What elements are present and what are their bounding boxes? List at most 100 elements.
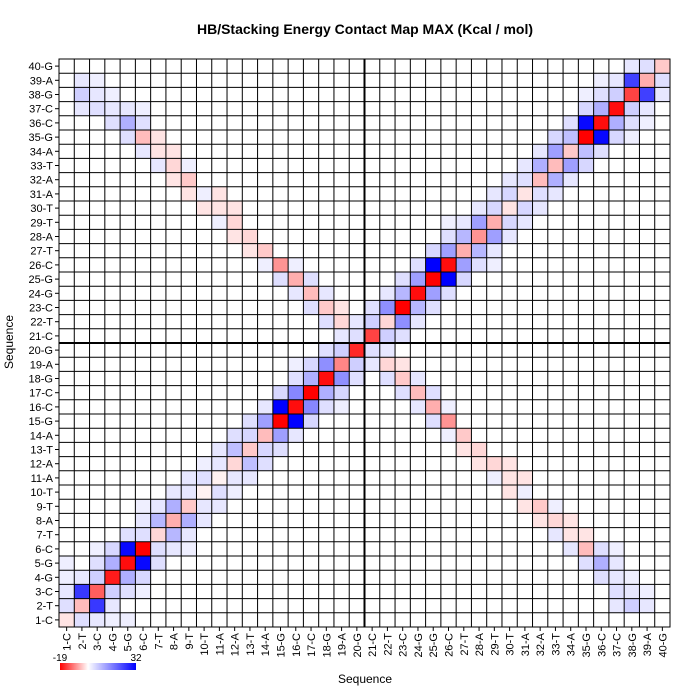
heatmap-cell bbox=[517, 470, 533, 485]
heatmap-cell bbox=[181, 172, 197, 187]
heatmap-cell bbox=[120, 541, 136, 556]
heatmap-cell bbox=[196, 513, 212, 528]
heatmap-cell bbox=[303, 286, 319, 301]
y-tick-label: 13-T bbox=[30, 445, 53, 457]
heatmap-cell bbox=[608, 598, 625, 613]
heatmap-cell bbox=[578, 158, 594, 173]
y-tick-label: 39-A bbox=[30, 75, 54, 87]
heatmap-cell bbox=[410, 300, 426, 315]
heatmap-cell bbox=[624, 115, 640, 130]
heatmap-cell bbox=[59, 584, 75, 599]
heatmap-cell bbox=[440, 243, 457, 258]
heatmap-cell bbox=[196, 499, 212, 514]
heatmap-cell bbox=[624, 59, 640, 74]
heatmap-cell bbox=[120, 612, 136, 627]
heatmap-cell bbox=[608, 130, 625, 145]
heatmap-cell bbox=[440, 414, 457, 429]
heatmap-cell bbox=[578, 101, 594, 116]
heatmap-cell bbox=[227, 485, 243, 500]
heatmap-cell bbox=[379, 357, 396, 372]
heatmap-cell bbox=[654, 59, 670, 74]
heatmap-cell bbox=[440, 257, 457, 272]
x-tick-label: 12-A bbox=[230, 632, 242, 656]
x-tick-label: 22-T bbox=[382, 633, 394, 656]
y-tick-label: 11-A bbox=[31, 473, 54, 485]
heatmap-cell bbox=[624, 598, 640, 613]
x-tick-label: 14-A bbox=[260, 632, 272, 656]
heatmap-cell bbox=[486, 456, 502, 471]
x-tick-label: 34-A bbox=[566, 632, 578, 656]
y-tick-label: 1-C bbox=[35, 615, 53, 627]
x-tick-label: 16-C bbox=[291, 633, 303, 657]
heatmap-cell bbox=[303, 399, 319, 414]
x-tick-label: 37-C bbox=[612, 633, 624, 657]
heatmap-cell bbox=[425, 399, 441, 414]
x-tick-label: 28-A bbox=[474, 632, 486, 656]
heatmap-cell bbox=[242, 456, 258, 471]
heatmap-cell bbox=[333, 314, 350, 329]
heatmap-cell bbox=[593, 570, 609, 585]
heatmap-cell bbox=[425, 300, 441, 315]
heatmap-cell bbox=[257, 428, 273, 443]
heatmap-cell bbox=[471, 456, 487, 471]
heatmap-cell bbox=[89, 612, 105, 627]
heatmap-cell bbox=[532, 172, 548, 187]
heatmap-cell bbox=[272, 428, 289, 443]
x-tick-label: 11-A bbox=[214, 632, 226, 655]
heatmap-cell bbox=[242, 428, 258, 443]
heatmap-cell bbox=[272, 442, 289, 457]
heatmap-cell bbox=[303, 357, 319, 372]
heatmap-cell bbox=[135, 144, 151, 159]
heatmap-cell bbox=[181, 541, 197, 556]
heatmap-cell bbox=[59, 556, 75, 571]
heatmap-cell bbox=[395, 286, 411, 301]
heatmap-cell bbox=[288, 428, 304, 443]
x-tick-label: 32-A bbox=[535, 632, 547, 656]
heatmap-cell bbox=[639, 59, 655, 74]
heatmap-cell bbox=[593, 541, 609, 556]
heatmap-cell bbox=[563, 172, 579, 187]
heatmap-cell bbox=[501, 172, 518, 187]
heatmap-cell bbox=[59, 598, 75, 613]
heatmap-cell bbox=[563, 527, 579, 542]
x-tick-label: 39-A bbox=[642, 632, 654, 656]
heatmap-cell bbox=[135, 570, 151, 585]
heatmap-cell bbox=[227, 229, 243, 244]
x-tick-label: 7-T bbox=[153, 633, 165, 650]
heatmap-cell bbox=[120, 570, 136, 585]
heatmap-cell bbox=[639, 73, 655, 88]
x-tick-label: 40-G bbox=[657, 633, 669, 657]
heatmap-cell bbox=[242, 243, 258, 258]
heatmap-cell bbox=[379, 328, 396, 343]
heatmap-cell bbox=[89, 598, 105, 613]
x-tick-label: 13-T bbox=[245, 633, 257, 656]
heatmap-cell bbox=[196, 470, 212, 485]
heatmap-cell bbox=[486, 229, 502, 244]
heatmap-cell bbox=[593, 101, 609, 116]
y-tick-label: 15-G bbox=[29, 416, 53, 428]
y-tick-label: 37-C bbox=[29, 104, 53, 116]
heatmap-cell bbox=[410, 257, 426, 272]
heatmap-cell bbox=[211, 186, 228, 201]
heatmap-cell bbox=[89, 556, 105, 571]
y-tick-label: 19-A bbox=[30, 359, 54, 371]
heatmap-cell bbox=[563, 130, 579, 145]
heatmap-cell bbox=[181, 499, 197, 514]
y-tick-label: 28-A bbox=[30, 232, 54, 244]
heatmap-cell bbox=[303, 272, 319, 287]
heatmap-cell bbox=[563, 144, 579, 159]
heatmap-cell bbox=[486, 215, 502, 230]
heatmap-cell bbox=[532, 186, 548, 201]
heatmap-cell bbox=[257, 399, 273, 414]
x-tick-label: 23-C bbox=[398, 633, 410, 657]
heatmap-cell bbox=[517, 201, 533, 216]
heatmap-cell bbox=[242, 470, 258, 485]
heatmap-cell bbox=[410, 314, 426, 329]
heatmap-cell bbox=[410, 371, 426, 386]
heatmap-cell bbox=[211, 470, 228, 485]
heatmap-cell bbox=[165, 144, 182, 159]
x-tick-label: 30-T bbox=[505, 633, 517, 656]
heatmap-cell bbox=[379, 371, 396, 386]
heatmap-cell bbox=[364, 300, 380, 315]
heatmap-cell bbox=[242, 229, 258, 244]
